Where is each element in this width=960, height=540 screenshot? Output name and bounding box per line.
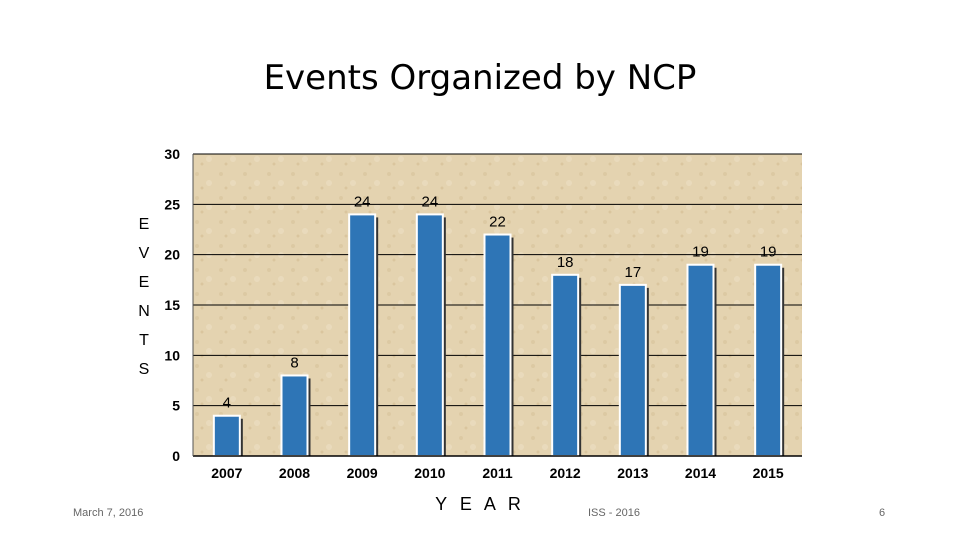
data-label: 17 <box>624 264 641 281</box>
bar-2015 <box>754 263 783 457</box>
data-label: 19 <box>692 244 709 261</box>
y-axis-label-letter: S <box>139 361 150 378</box>
x-tick-label: 2009 <box>347 465 378 481</box>
chart-title: Events Organized by NCP <box>263 58 697 98</box>
x-tick-label: 2007 <box>211 465 242 481</box>
y-axis-label-letter: E <box>139 274 150 291</box>
y-tick-label: 5 <box>172 398 180 414</box>
bar-2014 <box>686 263 715 457</box>
data-label: 22 <box>489 214 506 231</box>
y-tick-label: 30 <box>164 146 180 162</box>
bar-2012 <box>551 273 580 457</box>
y-axis-label-letter: V <box>139 245 150 262</box>
y-axis-label-letter: N <box>138 303 150 320</box>
y-tick-label: 15 <box>164 297 180 313</box>
x-tick-label: 2010 <box>414 465 445 481</box>
y-tick-label: 25 <box>164 196 180 212</box>
footer-date: March 7, 2016 <box>73 507 144 519</box>
data-label: 24 <box>354 193 371 210</box>
y-tick-label: 10 <box>164 347 180 363</box>
data-label: 8 <box>290 354 298 371</box>
x-tick-label: 2015 <box>753 465 784 481</box>
x-tick-label: 2008 <box>279 465 310 481</box>
y-axis-label-letter: E <box>139 216 150 233</box>
x-tick-label: 2011 <box>482 465 513 481</box>
y-tick-label: 20 <box>164 247 180 263</box>
bar-2011 <box>483 233 512 457</box>
data-label: 4 <box>223 395 231 412</box>
bar-2008 <box>280 374 309 458</box>
data-label: 18 <box>557 254 574 271</box>
x-tick-label: 2013 <box>617 465 648 481</box>
bar-2010 <box>415 213 444 457</box>
y-tick-label: 0 <box>172 448 180 464</box>
bar-2007 <box>212 414 241 458</box>
footer-center: ISS - 2016 <box>588 507 640 519</box>
data-label: 19 <box>760 244 777 261</box>
x-tick-label: 2014 <box>685 465 716 481</box>
y-axis-label-letter: T <box>139 332 149 349</box>
page-number: 6 <box>879 507 886 519</box>
x-tick-label: 2012 <box>550 465 581 481</box>
data-label: 24 <box>421 193 438 210</box>
x-axis-label: Y E A R <box>435 494 525 514</box>
bar-2013 <box>618 283 647 457</box>
bar-2009 <box>348 213 377 457</box>
